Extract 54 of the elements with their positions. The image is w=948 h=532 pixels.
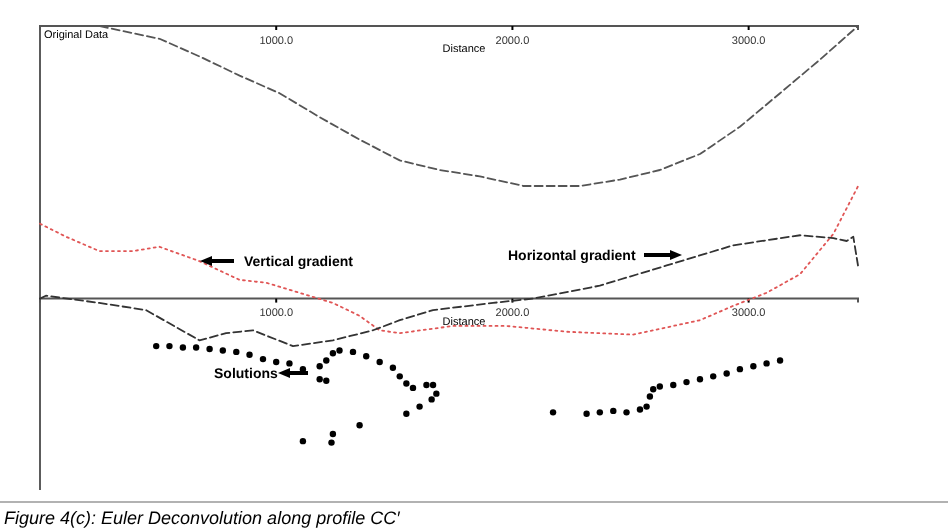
point — [299, 437, 307, 445]
point — [286, 360, 293, 367]
point — [316, 376, 323, 383]
point — [636, 406, 644, 413]
point — [596, 409, 604, 416]
point — [428, 396, 435, 403]
point — [246, 351, 253, 358]
point — [650, 386, 657, 393]
point — [610, 407, 617, 415]
point — [409, 384, 417, 392]
point — [403, 380, 410, 387]
point — [206, 345, 213, 353]
point — [656, 383, 664, 390]
point — [323, 377, 330, 384]
point — [363, 353, 370, 360]
point — [166, 342, 173, 350]
point — [233, 348, 240, 356]
point — [403, 410, 410, 417]
point — [389, 364, 397, 371]
point — [643, 403, 650, 410]
point — [192, 344, 200, 351]
point — [219, 347, 227, 354]
point — [356, 422, 363, 429]
point — [416, 403, 423, 410]
point — [750, 363, 757, 370]
point — [396, 373, 403, 380]
point — [328, 439, 335, 446]
point — [273, 358, 280, 366]
point — [329, 430, 337, 438]
point — [549, 409, 557, 416]
point — [763, 360, 770, 367]
point — [646, 393, 654, 400]
point — [776, 357, 784, 364]
caption: Figure 4(c): Euler Deconvolution along profile CC′ — [4, 508, 401, 528]
point — [423, 381, 430, 389]
point — [376, 358, 383, 366]
point — [349, 348, 357, 356]
point — [670, 381, 677, 389]
point — [336, 347, 343, 354]
point — [433, 390, 440, 397]
point — [179, 344, 187, 351]
point — [259, 355, 267, 363]
point — [429, 381, 437, 389]
point — [710, 373, 717, 380]
point — [623, 409, 630, 416]
point — [329, 350, 337, 357]
point — [153, 342, 160, 350]
point — [723, 370, 730, 377]
point — [316, 363, 323, 370]
point — [583, 410, 590, 417]
point — [736, 365, 744, 373]
point — [683, 378, 690, 386]
point — [323, 357, 330, 364]
point — [696, 376, 704, 383]
